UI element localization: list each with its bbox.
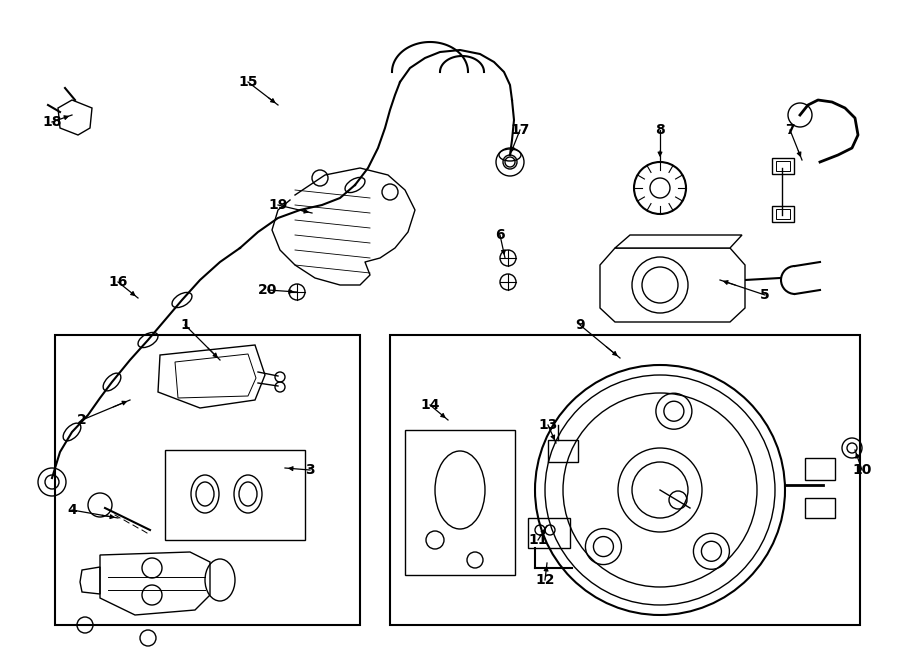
Text: 13: 13 <box>538 418 558 432</box>
Bar <box>805 498 835 518</box>
Text: 8: 8 <box>655 123 665 137</box>
Text: 16: 16 <box>108 275 128 289</box>
Text: 4: 4 <box>68 503 76 517</box>
Polygon shape <box>600 248 745 322</box>
Text: 19: 19 <box>268 198 288 212</box>
Polygon shape <box>615 235 742 248</box>
Text: 18: 18 <box>42 115 62 129</box>
Text: 20: 20 <box>258 283 278 297</box>
Bar <box>772 206 794 222</box>
Text: 6: 6 <box>495 228 505 242</box>
Bar <box>165 450 305 540</box>
Text: 17: 17 <box>510 123 530 137</box>
Bar <box>776 209 790 219</box>
Text: 2: 2 <box>77 413 87 427</box>
Text: 9: 9 <box>575 318 585 332</box>
Text: 7: 7 <box>785 123 795 137</box>
Text: 14: 14 <box>420 398 440 412</box>
Text: 15: 15 <box>238 75 257 89</box>
Text: 5: 5 <box>760 288 770 302</box>
Text: 10: 10 <box>852 463 872 477</box>
Bar <box>548 440 578 462</box>
Text: 11: 11 <box>528 533 548 547</box>
Bar <box>405 430 515 575</box>
Bar <box>390 335 860 625</box>
Text: 12: 12 <box>536 573 554 587</box>
Bar <box>776 161 790 171</box>
Bar <box>528 518 570 548</box>
Bar <box>772 158 794 174</box>
Text: 1: 1 <box>180 318 190 332</box>
Bar <box>55 335 360 625</box>
Text: 3: 3 <box>305 463 315 477</box>
Bar <box>805 458 835 480</box>
